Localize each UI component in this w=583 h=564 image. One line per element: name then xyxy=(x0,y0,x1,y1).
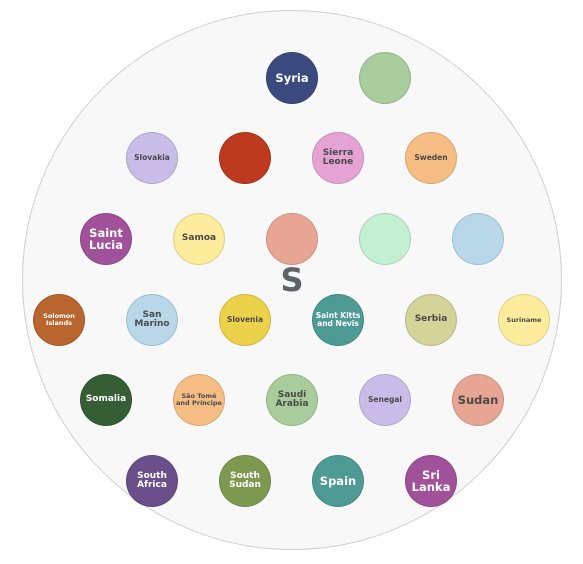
bubble-label: Slovenia xyxy=(226,315,264,325)
country-bubble-slovenia[interactable]: Slovenia xyxy=(219,294,271,346)
country-bubble-senegal[interactable]: Senegal xyxy=(359,374,411,426)
bubble-label: Sierra Leone xyxy=(322,147,354,167)
bubble-label: Samoa xyxy=(181,233,217,244)
country-bubble-sierra-leone[interactable]: Sierra Leone xyxy=(312,132,364,184)
country-bubble-syria[interactable]: Syria xyxy=(266,52,318,104)
bubble-label: Sweden xyxy=(414,153,448,163)
bubble-label: Sudan xyxy=(457,392,499,407)
bubble-label: Slovakia xyxy=(134,153,170,163)
country-bubble-sao-tome-and-principe[interactable]: São Tomé and Príncipe xyxy=(173,374,225,426)
country-bubble-empty[interactable] xyxy=(219,132,271,184)
country-bubble-sweden[interactable]: Sweden xyxy=(405,132,457,184)
country-bubble-saint-kitts-and-nevis[interactable]: Saint Kitts and Nevis xyxy=(312,294,364,346)
bubble-label: Senegal xyxy=(368,395,402,405)
bubble-label: Suriname xyxy=(506,315,542,324)
country-bubble-south-sudan[interactable]: South Sudan xyxy=(219,455,271,507)
country-bubble-slovakia[interactable]: Slovakia xyxy=(126,132,178,184)
country-bubble-samoa[interactable]: Samoa xyxy=(173,213,225,265)
country-bubble-san-marino[interactable]: San Marino xyxy=(126,294,178,346)
country-bubble-south-africa[interactable]: South Africa xyxy=(126,455,178,507)
bubble-label: Somalia xyxy=(85,394,127,405)
bubble-label: Solomon Islands xyxy=(43,312,75,327)
center-letter: S xyxy=(280,261,304,299)
country-bubble-serbia[interactable]: Serbia xyxy=(405,294,457,346)
country-bubble-suriname[interactable]: Suriname xyxy=(498,294,550,346)
bubble-label: Spain xyxy=(319,473,357,488)
country-bubble-sri-lanka[interactable]: Sri Lanka xyxy=(405,455,457,507)
bubble-label: Serbia xyxy=(414,314,448,325)
country-bubble-solomon-islands[interactable]: Solomon Islands xyxy=(33,294,85,346)
country-bubble-spain[interactable]: Spain xyxy=(312,455,364,507)
country-bubble-somalia[interactable]: Somalia xyxy=(80,374,132,426)
bubble-label: Sri Lanka xyxy=(411,467,451,494)
country-bubble-saint-lucia[interactable]: Saint Lucia xyxy=(80,213,132,265)
country-bubble-empty[interactable] xyxy=(266,213,318,265)
bubble-label: Saudi Arabia xyxy=(275,389,309,409)
bubble-label: San Marino xyxy=(134,309,170,329)
bubble-label: Saint Lucia xyxy=(88,225,124,252)
country-bubble-sudan[interactable]: Sudan xyxy=(452,374,504,426)
bubble-label: São Tomé and Príncipe xyxy=(176,392,222,407)
country-bubble-saudi-arabia[interactable]: Saudi Arabia xyxy=(266,374,318,426)
bubble-label: Saint Kitts and Nevis xyxy=(315,311,361,328)
country-bubble-empty[interactable] xyxy=(359,52,411,104)
country-bubble-empty[interactable] xyxy=(359,213,411,265)
country-bubble-empty[interactable] xyxy=(452,213,504,265)
bubble-label: South Sudan xyxy=(229,470,261,490)
bubble-label: South Africa xyxy=(137,470,167,490)
bubble-label: Syria xyxy=(275,70,309,85)
